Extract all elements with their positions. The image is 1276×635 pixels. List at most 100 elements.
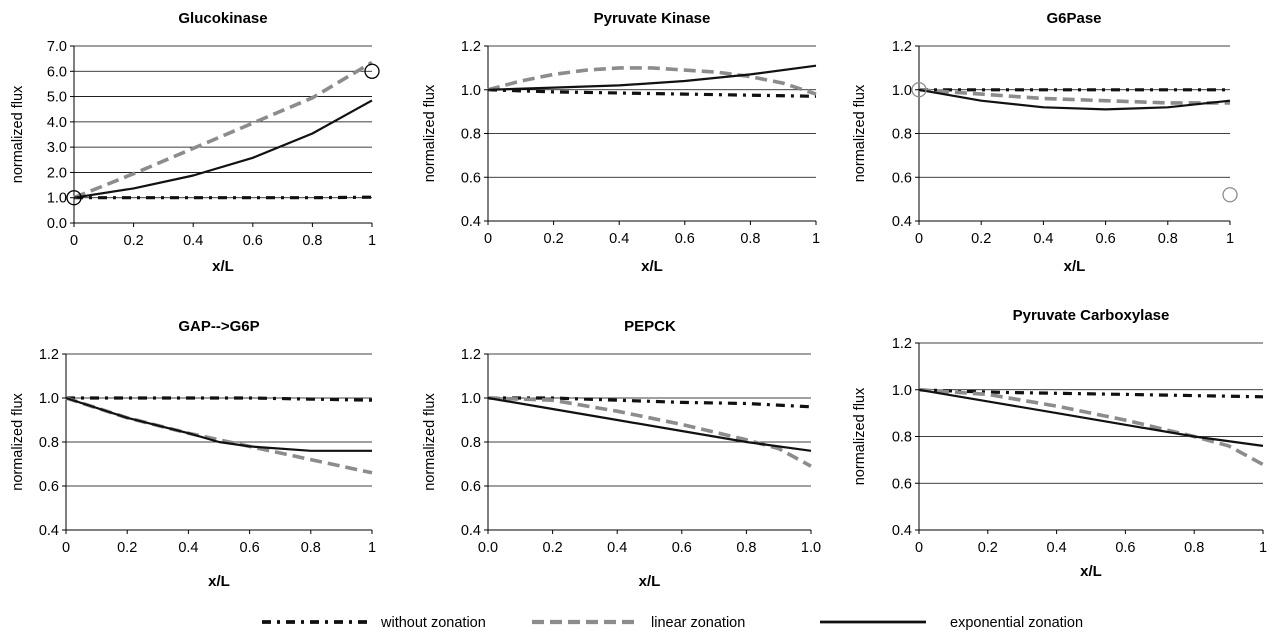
y-tick-label: 1.2 [461,347,481,363]
x-tick-label: 0.4 [1033,231,1053,247]
y-axis-label: normalized flux [852,84,868,182]
x-axis-label: x/L [208,573,230,590]
y-tick-label: 1.0 [892,383,912,399]
x-tick-label: 1.0 [801,540,821,556]
x-tick-label: 0.4 [607,540,627,556]
series-line-without [488,396,812,409]
series-line-without [66,396,373,402]
x-tick-label: 0.6 [1096,231,1116,247]
series-line-linear [918,388,1264,467]
legend-label: without zonation [380,615,486,631]
y-tick-label: 7.0 [47,39,67,55]
x-axis-label: x/L [639,573,661,590]
y-tick-label: 0.4 [892,523,912,539]
chart-pepck: PEPCK 0.4 0.6 0.8 1.0 1.2 0.0 0.2 0.4 0.6 0.8 1.0 x/… [422,318,821,590]
marker-circle [1222,187,1238,203]
series-line-without [487,88,817,98]
x-tick-label: 0.2 [117,540,137,556]
marker-circle [364,63,380,79]
chart-title: Glucokinase [178,10,267,27]
legend-label: linear zonation [651,615,745,631]
chart-panels: Glucokinase 0.0 1.0 2.0 3.0 4.0 5.0 6.0 7.0 0 0.2 0… [10,10,1267,590]
y-tick-label: 0.4 [461,523,481,539]
x-tick-label: 0.8 [1158,231,1178,247]
x-tick-label: 1 [1259,540,1267,556]
y-axis-label: normalized flux [422,392,438,490]
x-tick-label: 0.8 [301,540,321,556]
x-tick-label: 0.8 [736,540,756,556]
chart-title: PEPCK [624,318,676,335]
y-tick-label: 0.8 [461,127,481,143]
series-line-linear [487,396,812,468]
x-tick-label: 1 [368,233,376,249]
x-tick-label: 0.6 [1115,540,1135,556]
series-line-exponential [918,388,1264,447]
x-tick-label: 0.6 [675,231,695,247]
chart-glucokinase: Glucokinase 0.0 1.0 2.0 3.0 4.0 5.0 6.0 7.0 0 0.2 0… [10,10,380,275]
y-tick-label: 1.2 [892,336,912,352]
x-tick-label: 0.2 [978,540,998,556]
series-line-linear [73,60,373,200]
series-line-exponential [918,88,1231,111]
x-axis-label: x/L [641,258,663,275]
x-tick-label: 0.6 [240,540,260,556]
series-line-exponential [73,99,373,199]
marker-circle [911,82,927,98]
y-tick-label: 2.0 [47,165,67,181]
legend-item-linear: linear zonation [532,615,745,631]
y-tick-label: 1.0 [39,391,59,407]
x-tick-label: 1 [812,231,820,247]
x-tick-label: 0 [62,540,70,556]
x-axis-label: x/L [1064,258,1086,275]
chart-gap-g6p: GAP-->G6P 0.4 0.6 0.8 1.0 1.2 0 0.2 0.4 0.6 0.8 1 x/… [10,318,376,590]
chart-title: Pyruvate Carboxylase [1013,307,1170,324]
legend-item-without: without zonation [262,615,486,631]
series-line-exponential [65,396,372,452]
series-line-without [918,388,1264,399]
x-tick-label: 0.2 [971,231,991,247]
x-tick-label: 0 [70,233,78,249]
y-tick-label: 6.0 [47,64,67,80]
chart-title: G6Pase [1046,10,1101,27]
y-tick-label: 0.6 [461,170,481,186]
x-tick-label: 0.2 [544,231,564,247]
y-tick-label: 1.2 [461,39,481,55]
x-tick-label: 0.0 [478,540,498,556]
y-tick-label: 0.6 [39,479,59,495]
series-line-without [74,195,373,200]
x-axis-label: x/L [1080,563,1102,580]
y-tick-label: 1.0 [461,391,481,407]
y-tick-label: 0.6 [892,170,912,186]
x-tick-label: 0.8 [1184,540,1204,556]
y-tick-label: 1.2 [892,39,912,55]
x-tick-label: 0 [915,231,923,247]
series-line-linear [65,396,373,475]
x-tick-label: 0.4 [1047,540,1067,556]
series-line-exponential [487,396,812,452]
x-tick-label: 0 [484,231,492,247]
y-tick-label: 3.0 [47,140,67,156]
chart-title: GAP-->G6P [178,318,259,335]
x-tick-label: 0 [915,540,923,556]
y-axis-label: normalized flux [422,84,438,182]
series-line-linear [918,88,1230,105]
x-tick-label: 0.4 [183,233,203,249]
y-axis-label: normalized flux [852,387,868,485]
chart-g6pase: G6Pase 0.4 0.6 0.8 1.0 1.2 0 0.2 0.4 0.6 0.8 1 x/L no… [852,10,1238,275]
y-axis-label: normalized flux [10,392,26,490]
chart-title: Pyruvate Kinase [594,10,711,27]
x-tick-label: 0.4 [178,540,198,556]
x-axis-label: x/L [212,258,234,275]
y-tick-label: 0.4 [39,523,59,539]
y-tick-label: 0.8 [892,127,912,143]
x-tick-label: 1 [1226,231,1234,247]
x-tick-label: 1 [368,540,376,556]
x-tick-label: 0.4 [609,231,629,247]
x-tick-label: 0.8 [302,233,322,249]
legend-label: exponential zonation [950,615,1083,631]
series-line-exponential [487,64,817,91]
x-tick-label: 0.8 [740,231,760,247]
legend: without zonation linear zonation exponenti… [262,615,1083,631]
y-tick-label: 0.6 [892,476,912,492]
